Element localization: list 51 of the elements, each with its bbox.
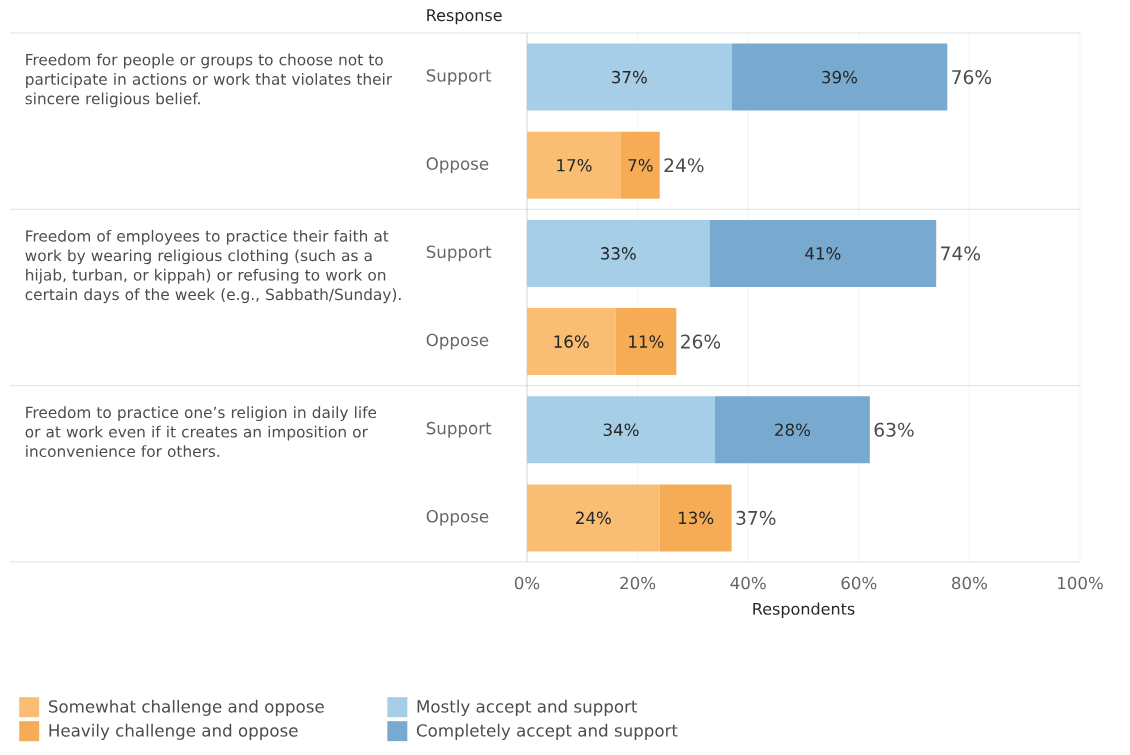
y-tick-label: Support [426,421,492,438]
bar [709,219,937,287]
y-tick-label: Oppose [426,333,489,350]
bar [659,484,732,552]
data-label: 33% [601,247,636,260]
y-axis-title: Response [427,9,502,25]
bar [715,396,870,464]
data-label: 28% [775,423,811,437]
total-label: 74% [941,246,981,261]
text: Freedom of employees to practice their faith at work by wearing religious clothing (such as a hijab, turban, or kippah) or refusing to work on certain days of the week (e.g., Sabbath/Sunday). [25,229,401,304]
data-label: 24% [576,511,611,525]
x-axis-title: Respondents [753,602,855,618]
data-label: 7% [628,158,653,172]
total-label: 37% [736,510,776,525]
total-label: 76% [952,70,992,85]
x-tick-label: 20% [620,576,656,590]
total-label: 26% [681,334,721,349]
text: Freedom to practice one’s religion in daily life or at work even if it creates an imposition or inconvenience for others. [25,406,377,458]
bar [527,308,616,376]
y-tick-label: Support [426,245,492,262]
text: Freedom for people or groups to choose not to participate in actions or work that violates their sincere religious belief. [25,53,393,108]
data-label: 11% [629,335,664,348]
data-label: 13% [678,511,714,525]
bar [731,43,948,111]
legend-label: Somewhat challenge and oppose [48,699,324,716]
x-tick-label: 60% [841,576,877,590]
total-label: 63% [874,422,914,437]
y-tick-label: Support [426,69,492,86]
x-tick-label: 40% [730,576,766,590]
bar [527,219,710,287]
x-tick-label: 0% [514,576,540,590]
bar [527,43,732,111]
legend-label: Completely accept and support [416,723,678,740]
data-label: 37% [612,70,647,84]
y-tick-label: Oppose [426,157,489,174]
legend-label: Mostly accept and support [417,699,638,716]
data-label: 16% [554,335,589,348]
data-label: 39% [822,70,858,84]
total-label: 24% [664,158,704,173]
bar [527,396,716,464]
bar [615,308,677,376]
bar [527,131,622,199]
bar [621,131,660,199]
y-tick-label: Oppose [426,509,489,526]
data-label: 41% [805,247,841,260]
data-label: 34% [603,423,639,437]
x-tick-label: 100% [1058,576,1103,590]
bar [527,484,660,552]
x-tick-label: 80% [952,576,987,590]
legend-label: Heavily challenge and oppose [49,723,298,740]
data-label: 17% [557,158,592,172]
